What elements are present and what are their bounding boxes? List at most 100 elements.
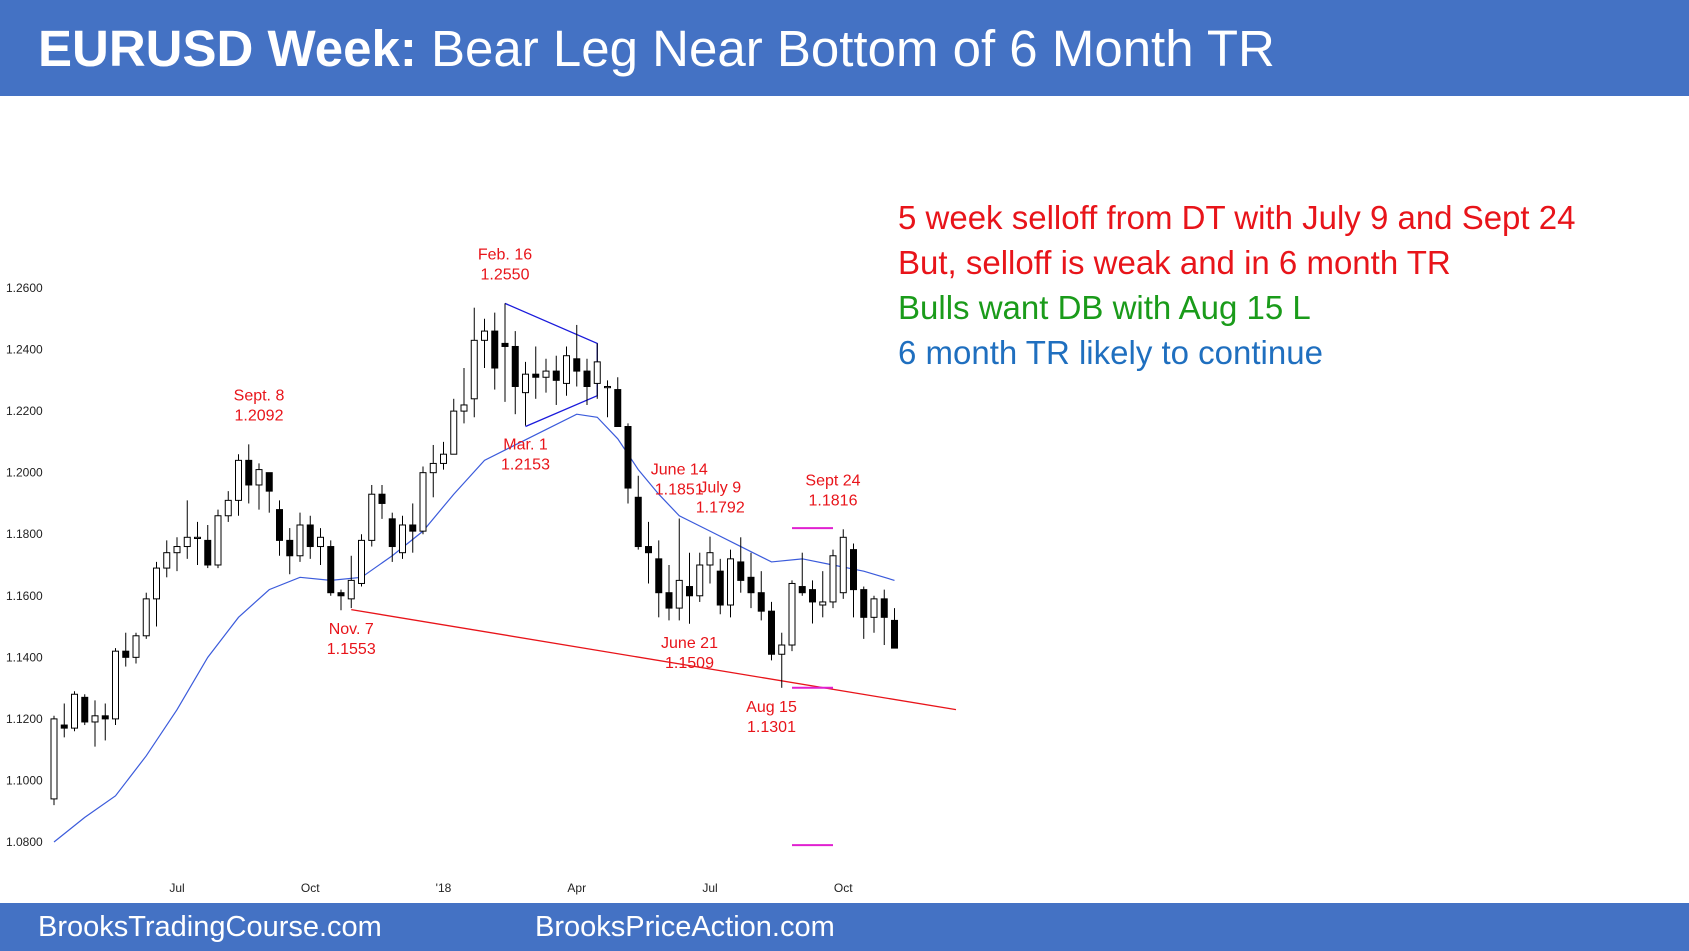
candle [542, 358, 550, 393]
moving-average-line [53, 413, 895, 843]
annotation-label: Sept 24 [805, 472, 860, 489]
bear-candle-body [809, 589, 816, 603]
candle [788, 580, 796, 652]
commentary-line: 6 month TR likely to continue [898, 334, 1323, 371]
annotation-value: 1.1816 [809, 492, 858, 509]
bear-candle-body [624, 426, 632, 489]
bear-candle-body [880, 598, 888, 618]
candle [286, 528, 294, 575]
bull-candle-body [522, 373, 529, 394]
candle [296, 512, 304, 562]
bear-candle-body [327, 546, 335, 594]
candle [798, 552, 806, 596]
bear-candle-body [573, 358, 581, 372]
candle [501, 303, 509, 402]
bear-candle-body [716, 570, 724, 606]
annotation-value: 1.2550 [481, 266, 530, 283]
bear-candle-body [686, 586, 693, 597]
bull-candle-body [460, 404, 468, 412]
bull-candle-body [542, 370, 550, 378]
annotation-label: June 21 [661, 635, 718, 652]
candle [809, 580, 816, 624]
candle [132, 632, 140, 664]
candle [563, 346, 570, 396]
candle [604, 380, 611, 418]
candle [91, 700, 99, 747]
bull-candle-body [358, 539, 365, 584]
candle [891, 608, 898, 649]
candle [276, 500, 283, 556]
bear-candle-body [501, 342, 509, 347]
footer-banner: BrooksTradingCourse.com BrooksPriceActio… [0, 903, 1689, 951]
bull-candle-body [194, 536, 201, 539]
candle [532, 346, 540, 399]
bear-candle-body [665, 592, 673, 609]
candle [409, 503, 417, 553]
bear-candle-body [378, 493, 386, 504]
trend-line [351, 608, 957, 711]
bear-candle-body [204, 539, 212, 566]
candle [378, 484, 386, 519]
candle [81, 694, 89, 726]
annotation-value: 1.1553 [327, 641, 376, 658]
candle [552, 355, 560, 405]
x-tick-label: Oct [834, 881, 853, 895]
candle [142, 592, 150, 639]
triangle-pattern [504, 302, 598, 428]
candle [450, 398, 458, 455]
bull-candle-body [440, 453, 447, 464]
candle [716, 558, 724, 615]
candle [850, 543, 857, 618]
annotation-label: Aug 15 [746, 699, 797, 716]
candle [511, 331, 519, 415]
candle [50, 715, 58, 806]
bear-candle-body [634, 496, 642, 548]
bull-candle-body [839, 536, 847, 594]
bull-candle-body [183, 536, 191, 548]
candle [860, 586, 868, 639]
bull-candle-body [399, 524, 406, 554]
bear-candle-body [286, 539, 294, 557]
candle [645, 521, 652, 584]
bull-candle-body [696, 564, 704, 597]
candle [183, 500, 191, 559]
candle [235, 454, 242, 516]
footer-link-right[interactable]: BrooksPriceAction.com [535, 911, 835, 943]
candle [583, 358, 591, 405]
candle [440, 441, 447, 470]
candle [727, 549, 734, 618]
candle [101, 703, 109, 741]
candle [245, 444, 253, 504]
bull-candle-body [368, 493, 376, 541]
candle [347, 555, 355, 609]
bear-candle-body [768, 610, 775, 655]
bull-candle-body [706, 552, 714, 566]
candle [173, 537, 181, 572]
bull-candle-body [91, 715, 99, 723]
bull-candle-body [142, 598, 150, 637]
annotation-label: July 9 [699, 480, 741, 497]
candle [880, 589, 888, 646]
candle [419, 466, 427, 535]
annotation-label: Nov. 7 [329, 621, 374, 638]
bear-candle-body [245, 459, 253, 486]
bull-candle-body [829, 555, 837, 603]
y-tick-label: 1.1200 [6, 712, 43, 726]
candle [614, 377, 622, 428]
candle [358, 534, 365, 587]
annotation-label: Feb. 16 [478, 246, 532, 263]
candle [655, 540, 663, 618]
candle [265, 472, 273, 513]
bear-candle-body [532, 373, 540, 378]
bear-candle-body [552, 370, 560, 381]
bull-candle-body [563, 355, 570, 384]
annotation-value: 1.1792 [696, 500, 745, 517]
footer-link-left[interactable]: BrooksTradingCourse.com [38, 911, 382, 943]
x-tick-label: '18 [436, 881, 452, 895]
bull-candle-body [429, 462, 437, 474]
bear-candle-body [860, 589, 868, 618]
annotation-value: 1.1851 [655, 482, 704, 499]
candle [194, 521, 201, 565]
bull-candle-body [778, 644, 786, 655]
x-tick-label: Oct [301, 881, 320, 895]
